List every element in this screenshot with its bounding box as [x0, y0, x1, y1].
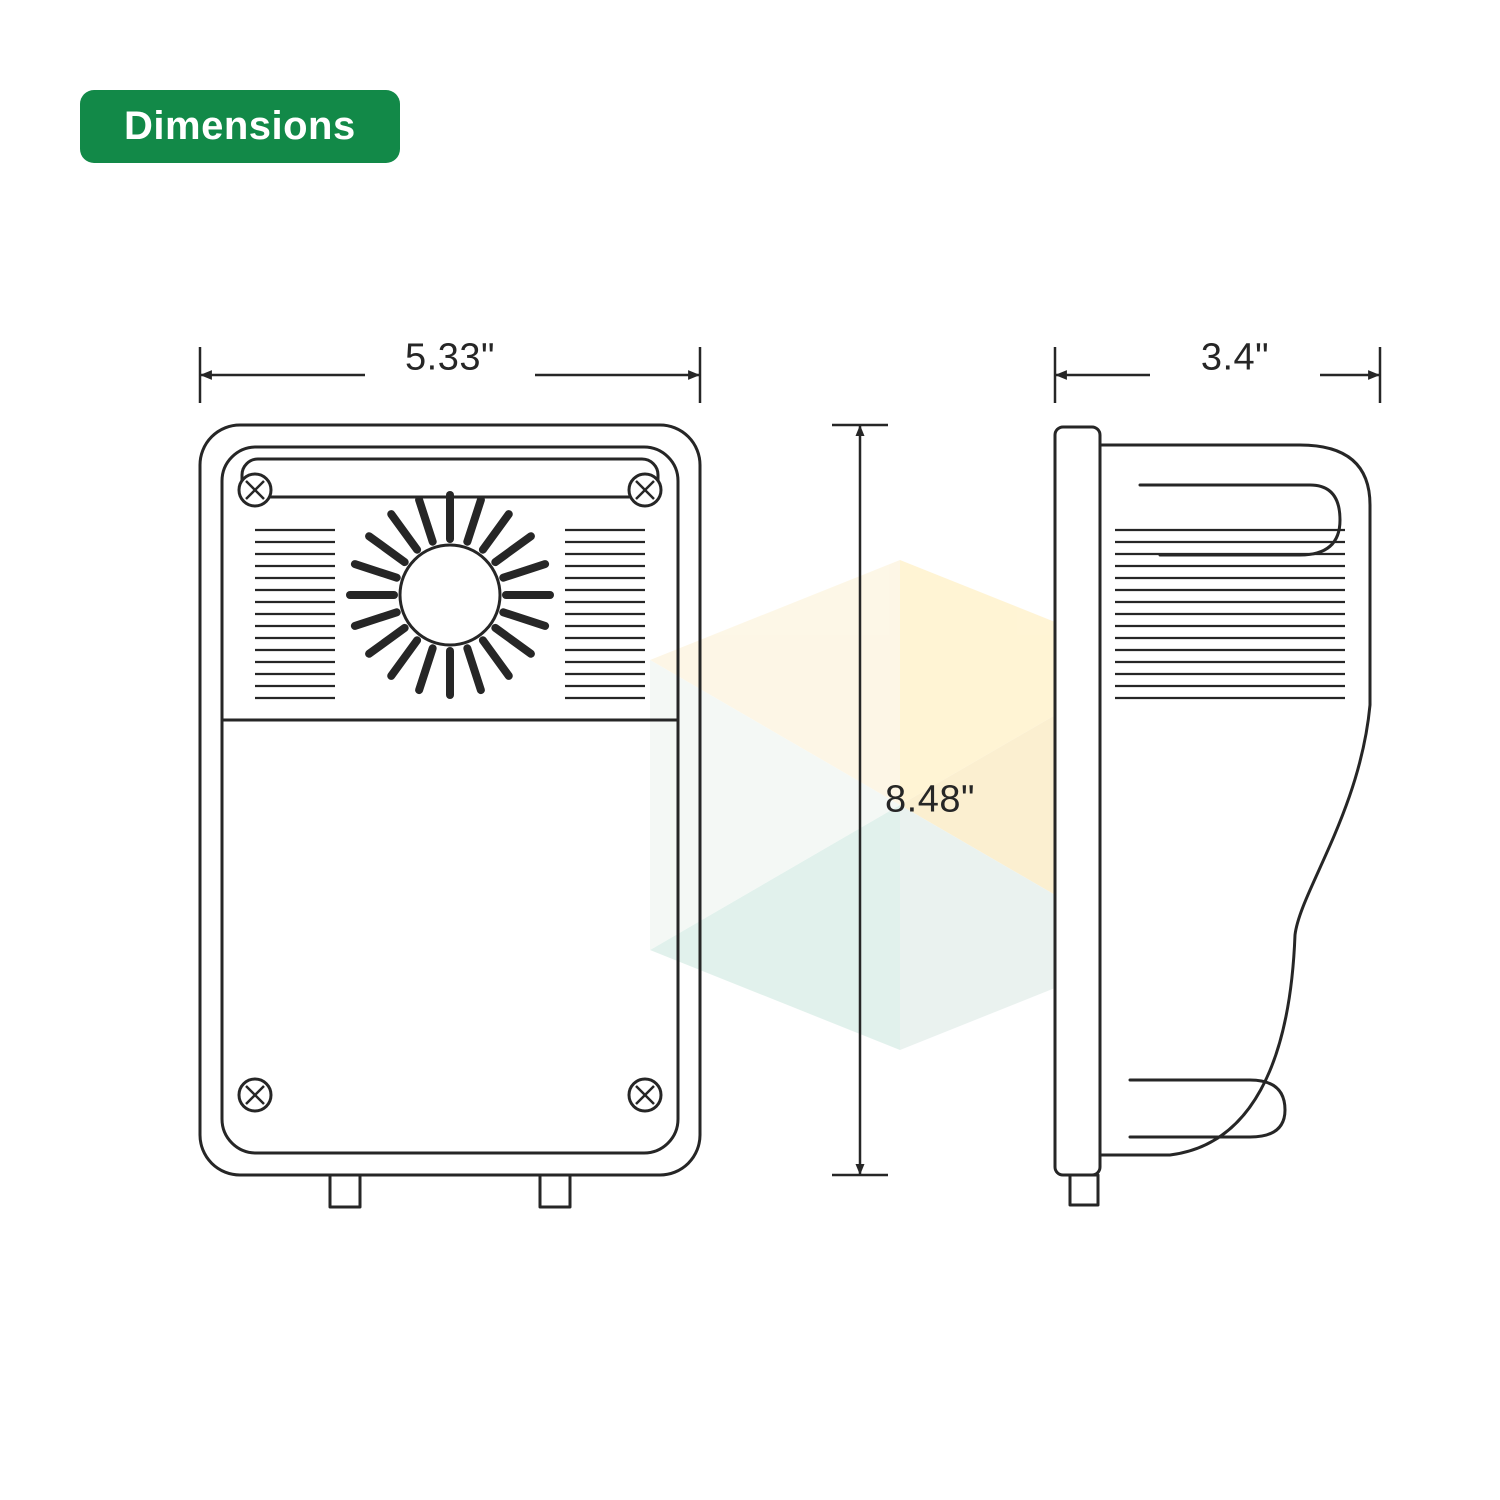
page: Dimensions 5.33"3.4"8.48" — [0, 0, 1500, 1500]
front-view — [200, 425, 700, 1207]
dimension-label-depth: 3.4" — [1201, 337, 1269, 380]
technical-drawing — [0, 0, 1500, 1500]
side-view — [1055, 427, 1370, 1205]
dimension-label-width: 5.33" — [405, 337, 495, 380]
dimension-label-height: 8.48" — [885, 779, 975, 822]
